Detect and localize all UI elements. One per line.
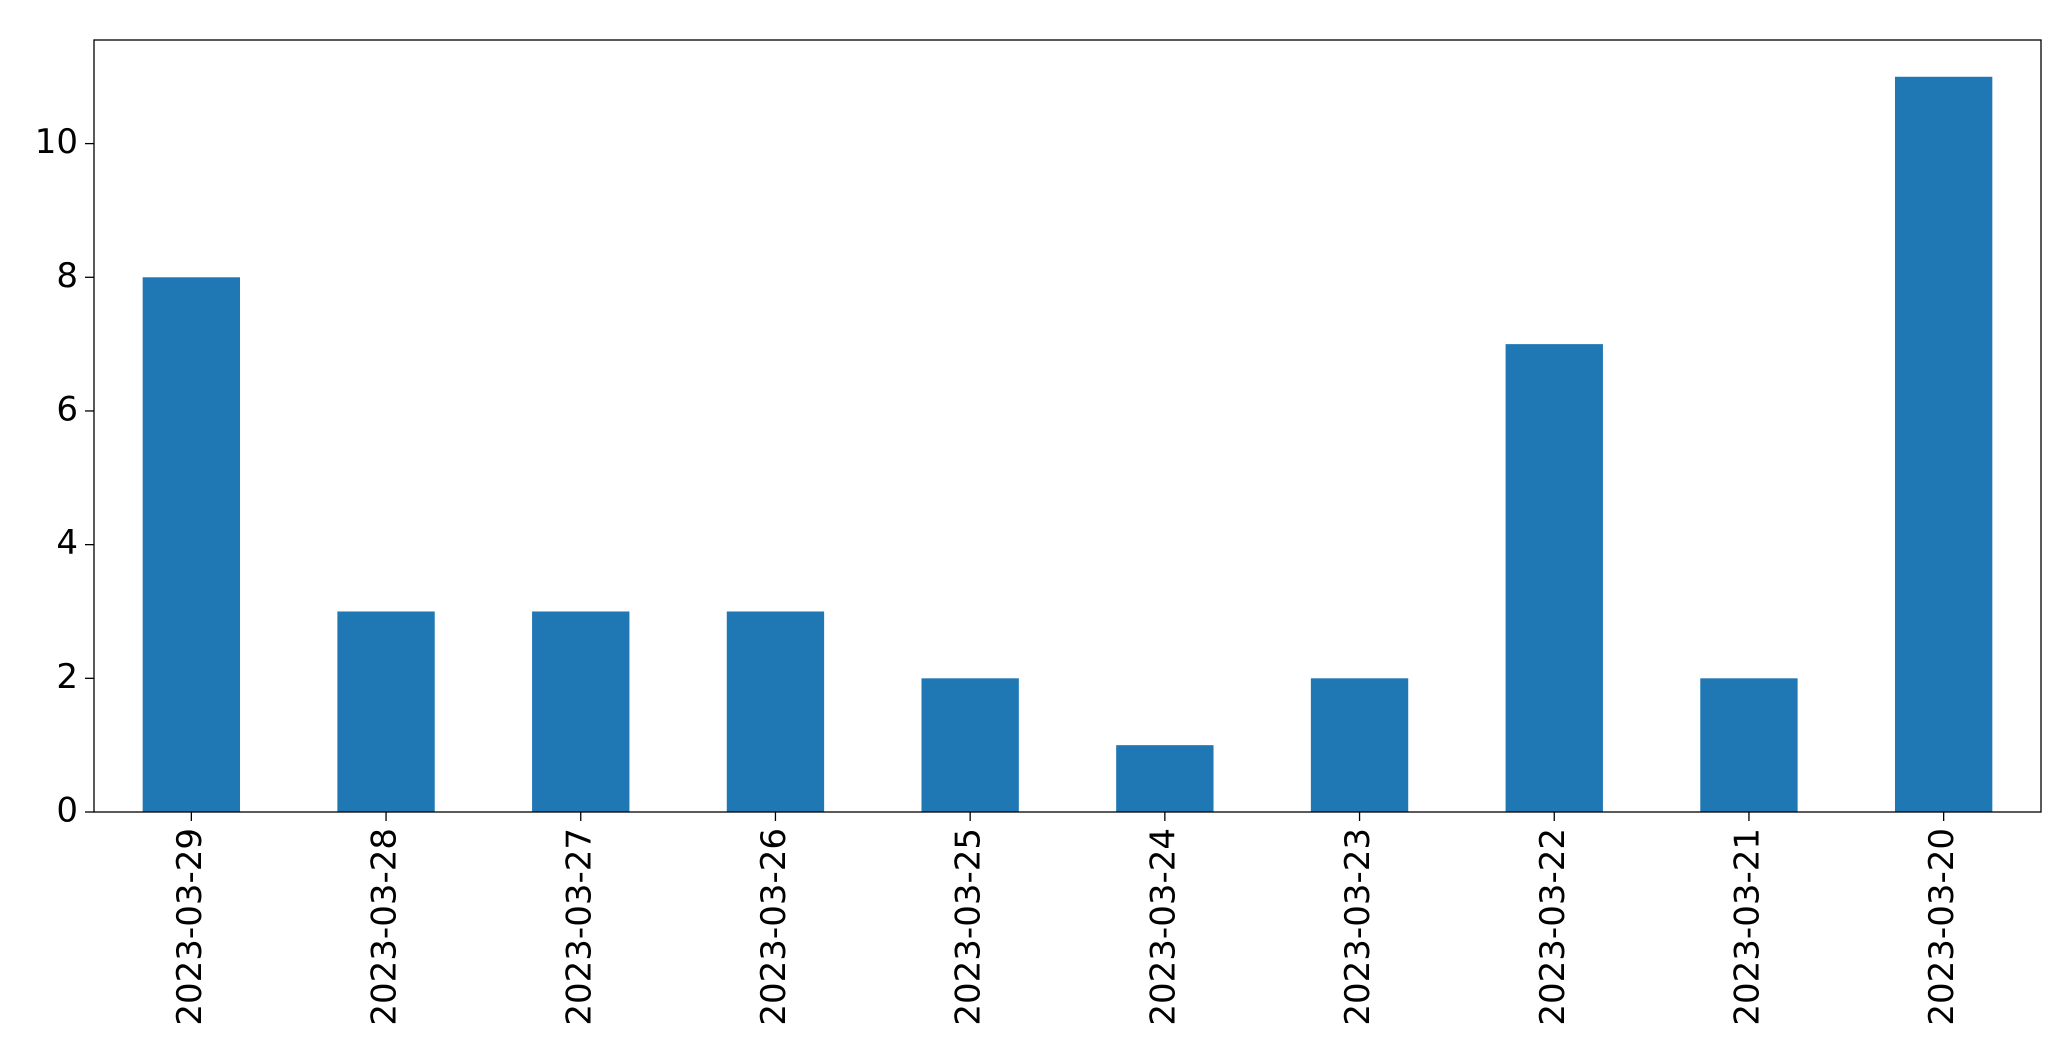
bar <box>142 277 241 812</box>
x-tick-label: 2023-03-24 <box>1143 828 1183 1026</box>
x-tick-label: 2023-03-20 <box>1922 828 1962 1026</box>
bar <box>1894 76 1993 812</box>
plot-frame <box>93 39 2042 813</box>
x-tick-label: 2023-03-23 <box>1338 828 1378 1026</box>
bar <box>532 611 630 812</box>
bar <box>1700 678 1798 812</box>
y-tick-label: 0 <box>56 791 78 831</box>
y-tick-label: 10 <box>35 122 78 162</box>
x-tick-label: 2023-03-22 <box>1533 828 1573 1026</box>
x-tick-label: 2023-03-27 <box>559 828 599 1026</box>
x-tick-label: 2023-03-25 <box>949 828 989 1026</box>
y-tick-label: 4 <box>56 523 78 563</box>
x-tick-label: 2023-03-21 <box>1727 828 1767 1026</box>
y-tick-label: 2 <box>56 657 78 697</box>
y-tick-label: 8 <box>56 256 78 296</box>
bar <box>337 611 435 812</box>
bar <box>1310 678 1409 812</box>
x-tick-label: 2023-03-26 <box>754 828 794 1026</box>
y-tick-label: 6 <box>56 389 78 429</box>
bar <box>726 611 825 812</box>
x-tick-label: 2023-03-29 <box>170 828 210 1026</box>
bar <box>1116 745 1214 812</box>
x-tick-label: 2023-03-28 <box>365 828 405 1026</box>
bar <box>921 678 1019 812</box>
bar <box>1505 344 1603 812</box>
